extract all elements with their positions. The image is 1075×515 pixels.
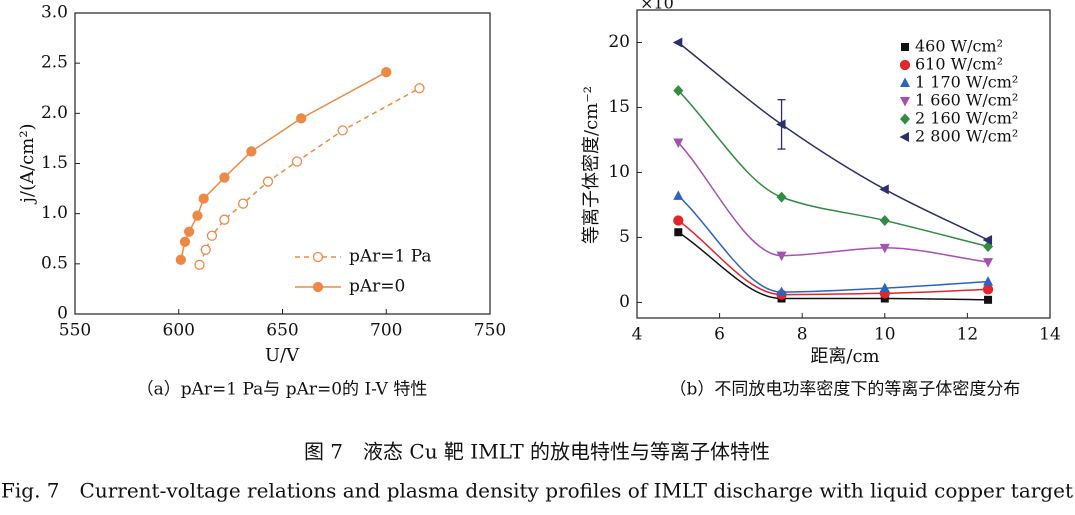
marker	[984, 295, 993, 304]
x-tick-label: 14	[1039, 325, 1061, 345]
marker	[673, 190, 684, 200]
x-tick-label: 12	[957, 325, 979, 345]
marker	[880, 294, 889, 303]
x-tick-label: 750	[474, 321, 506, 341]
x-tick-label: 700	[370, 321, 402, 341]
x-tick-label: 8	[797, 325, 808, 345]
marker	[175, 254, 186, 265]
marker	[674, 228, 683, 237]
marker	[900, 77, 910, 87]
x-tick-label: 600	[163, 321, 195, 341]
marker	[776, 191, 787, 203]
y-tick-label: 2.5	[41, 53, 68, 73]
legend-label: 460 W/cm²	[915, 37, 1003, 56]
y-tick-label: 2.0	[41, 103, 68, 123]
marker	[414, 83, 425, 94]
marker	[899, 132, 909, 142]
marker	[219, 214, 230, 225]
marker	[982, 235, 993, 246]
series-line	[198, 87, 420, 266]
legend-label: 2 160 W/cm²	[915, 109, 1018, 128]
marker	[879, 243, 890, 254]
marker	[983, 276, 994, 286]
marker	[337, 125, 348, 136]
marker	[901, 43, 909, 51]
legend-label: 610 W/cm²	[915, 55, 1003, 74]
legend-label: 1 660 W/cm²	[915, 91, 1018, 110]
marker	[183, 226, 195, 237]
marker	[900, 97, 910, 107]
plot-frame	[636, 9, 1051, 319]
marker	[776, 286, 787, 297]
marker	[312, 281, 324, 293]
marker	[291, 156, 303, 167]
legend-label: 2 800 W/cm²	[915, 127, 1018, 146]
marker	[673, 138, 684, 149]
marker	[381, 67, 392, 78]
figure-title-en: Fig. 7 Current-voltage relations and pla…	[1, 479, 1073, 503]
caption: （a）pAr=1 Pa与 pAr=0的 I-V 特性	[137, 380, 428, 400]
figure-title-cn: 图 7 液态 Cu 靶 IMLT 的放电特性与等离子体特性	[304, 440, 770, 464]
y-tick-label: 1.5	[41, 153, 68, 173]
y-tick-label: 0.5	[41, 253, 68, 273]
marker	[312, 251, 324, 263]
x-axis-label: 距离/cm	[810, 346, 879, 367]
marker	[879, 282, 890, 293]
y-tick-label: 20	[608, 32, 630, 52]
marker	[776, 251, 787, 262]
marker	[900, 113, 910, 125]
legend-label: pAr=1 Pa	[349, 247, 432, 267]
chart: 4 6 8 10 12 14 0 5 10 15 20 距离/cm 等离子体密度/cm⁻² ×10 （b）不…	[581, 0, 1061, 400]
marker	[192, 210, 203, 221]
y-axis-label: 等离子体密度/cm⁻²	[581, 86, 602, 244]
marker	[672, 37, 683, 48]
marker	[246, 146, 257, 157]
y-tick-label: 0	[619, 292, 630, 312]
x-tick-label: 10	[874, 325, 896, 345]
series-line	[677, 195, 989, 293]
marker	[198, 193, 209, 204]
y-tick-label: 15	[608, 97, 630, 117]
marker	[776, 119, 786, 130]
series-line	[677, 142, 989, 263]
marker	[879, 184, 889, 195]
marker	[899, 59, 911, 71]
series-line	[677, 219, 989, 296]
marker	[982, 284, 994, 295]
chart: 550 600 650 700 750 0 0.5 1.0 1.5 2.0 2.5 3.0 U/V j/(…	[17, 3, 506, 400]
marker	[206, 230, 218, 241]
y-tick-label: 5	[619, 227, 630, 247]
legend-label: 1 170 W/cm²	[915, 73, 1018, 92]
y-tick-label: 3.0	[41, 3, 68, 23]
caption: （b）不同放电功率密度下的等离子体密度分布	[670, 380, 1021, 400]
series-line	[677, 90, 989, 248]
marker	[237, 198, 249, 209]
x-axis-label: U/V	[265, 345, 300, 366]
marker	[219, 172, 230, 183]
marker	[200, 244, 211, 255]
x-tick-label: 550	[59, 321, 91, 341]
y-tick-label: 1.0	[41, 203, 68, 223]
series-line	[677, 41, 989, 241]
marker	[296, 113, 307, 124]
y-axis-label: j/(A/cm²)	[17, 123, 38, 204]
marker	[262, 176, 274, 187]
x-tick-label: 6	[714, 325, 725, 345]
x-tick-label: 4	[632, 325, 643, 345]
marker	[879, 215, 890, 227]
x-tick-label: 650	[266, 321, 298, 341]
marker	[194, 259, 205, 270]
series-line	[677, 231, 989, 301]
marker	[673, 85, 684, 97]
y-scale-label: ×10	[640, 0, 674, 13]
marker	[673, 215, 684, 226]
plot-frame	[74, 12, 491, 315]
y-tick-label: 0	[57, 304, 68, 324]
marker	[179, 236, 191, 247]
legend-label: pAr=0	[349, 277, 405, 297]
marker	[983, 258, 994, 268]
y-tick-label: 10	[608, 162, 630, 182]
